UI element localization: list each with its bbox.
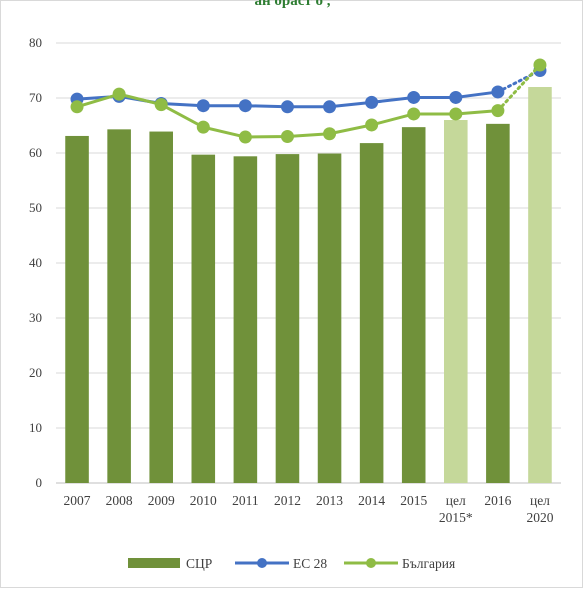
point-bulgaria [154, 98, 168, 112]
y-tick-label: 30 [29, 310, 42, 325]
point-eu28 [407, 90, 421, 104]
point-bulgaria [533, 58, 547, 72]
x-tick-label: 2007 [64, 493, 91, 508]
x-axis: 2007 2008 2009 2010 2011 2012 2013 2014 2015 цел 2… [64, 493, 554, 525]
x-tick-label: 2010 [190, 493, 217, 508]
legend: СЦР ЕС 28 България [128, 556, 455, 571]
point-eu28 [323, 100, 337, 114]
point-bulgaria [407, 107, 421, 121]
y-tick-label: 40 [29, 255, 42, 270]
legend-label: СЦР [186, 556, 212, 571]
point-bulgaria [196, 120, 210, 134]
bar-2009 [149, 131, 173, 484]
bar-цел-2020 [528, 87, 552, 483]
point-bulgaria [112, 87, 126, 101]
line-series [70, 58, 547, 144]
legend-marker [257, 558, 267, 568]
point-eu28 [365, 95, 379, 109]
x-tick-label: 2008 [106, 493, 133, 508]
point-bulgaria [280, 130, 294, 143]
bar-2008 [107, 129, 131, 483]
point-eu28 [491, 85, 505, 99]
bar-2010 [191, 154, 216, 483]
bar-2007 [65, 135, 89, 483]
x-tick-label: 2012 [274, 493, 301, 508]
y-tick-label: 50 [29, 200, 42, 215]
y-tick-label: 70 [29, 90, 42, 105]
point-eu28 [238, 99, 252, 113]
x-tick-label: 2016 [484, 493, 511, 508]
point-bulgaria [323, 127, 337, 141]
legend-item: ЕС 28 [235, 556, 327, 571]
bar-2012 [275, 154, 300, 483]
bar-2014 [359, 143, 384, 483]
point-bulgaria [70, 100, 84, 114]
x-tick-label: 2014 [358, 493, 385, 508]
x-tick-label: 2009 [148, 493, 175, 508]
gridlines [56, 42, 561, 484]
bar-series [65, 87, 552, 484]
point-bulgaria [365, 118, 379, 132]
point-eu28 [449, 90, 463, 104]
x-tick-label: 2015 [400, 493, 427, 508]
bar-2015 [401, 127, 426, 484]
y-tick-label: 80 [29, 35, 42, 50]
x-tick-label: 2011 [232, 493, 259, 508]
point-bulgaria [449, 107, 463, 121]
y-tick-label: 0 [36, 475, 43, 490]
chart-title: ан ораст о , [254, 0, 331, 9]
legend-swatch-bar [128, 558, 180, 568]
legend-label: ЕС 28 [293, 556, 327, 571]
bar-2011 [233, 156, 258, 484]
bar-2016 [486, 123, 510, 483]
x-tick-label: цел 2020 [526, 493, 553, 525]
x-tick-label: 2013 [316, 493, 343, 508]
bar-цел-2015* [444, 120, 468, 483]
y-tick-label: 60 [29, 145, 42, 160]
y-tick-label: 10 [29, 420, 42, 435]
point-bulgaria [491, 104, 505, 118]
y-axis: 0 10 20 30 40 50 60 70 80 [29, 35, 42, 490]
y-tick-label: 20 [29, 365, 42, 380]
point-eu28 [196, 99, 210, 113]
point-eu28 [280, 100, 294, 114]
point-bulgaria [238, 130, 252, 144]
legend-item: СЦР [128, 556, 212, 571]
legend-marker [366, 558, 376, 568]
line-projection [496, 63, 542, 113]
legend-label: България [402, 556, 455, 571]
x-tick-label: цел 2015* [439, 493, 473, 525]
bar-2013 [317, 153, 342, 484]
legend-item: България [344, 556, 455, 571]
